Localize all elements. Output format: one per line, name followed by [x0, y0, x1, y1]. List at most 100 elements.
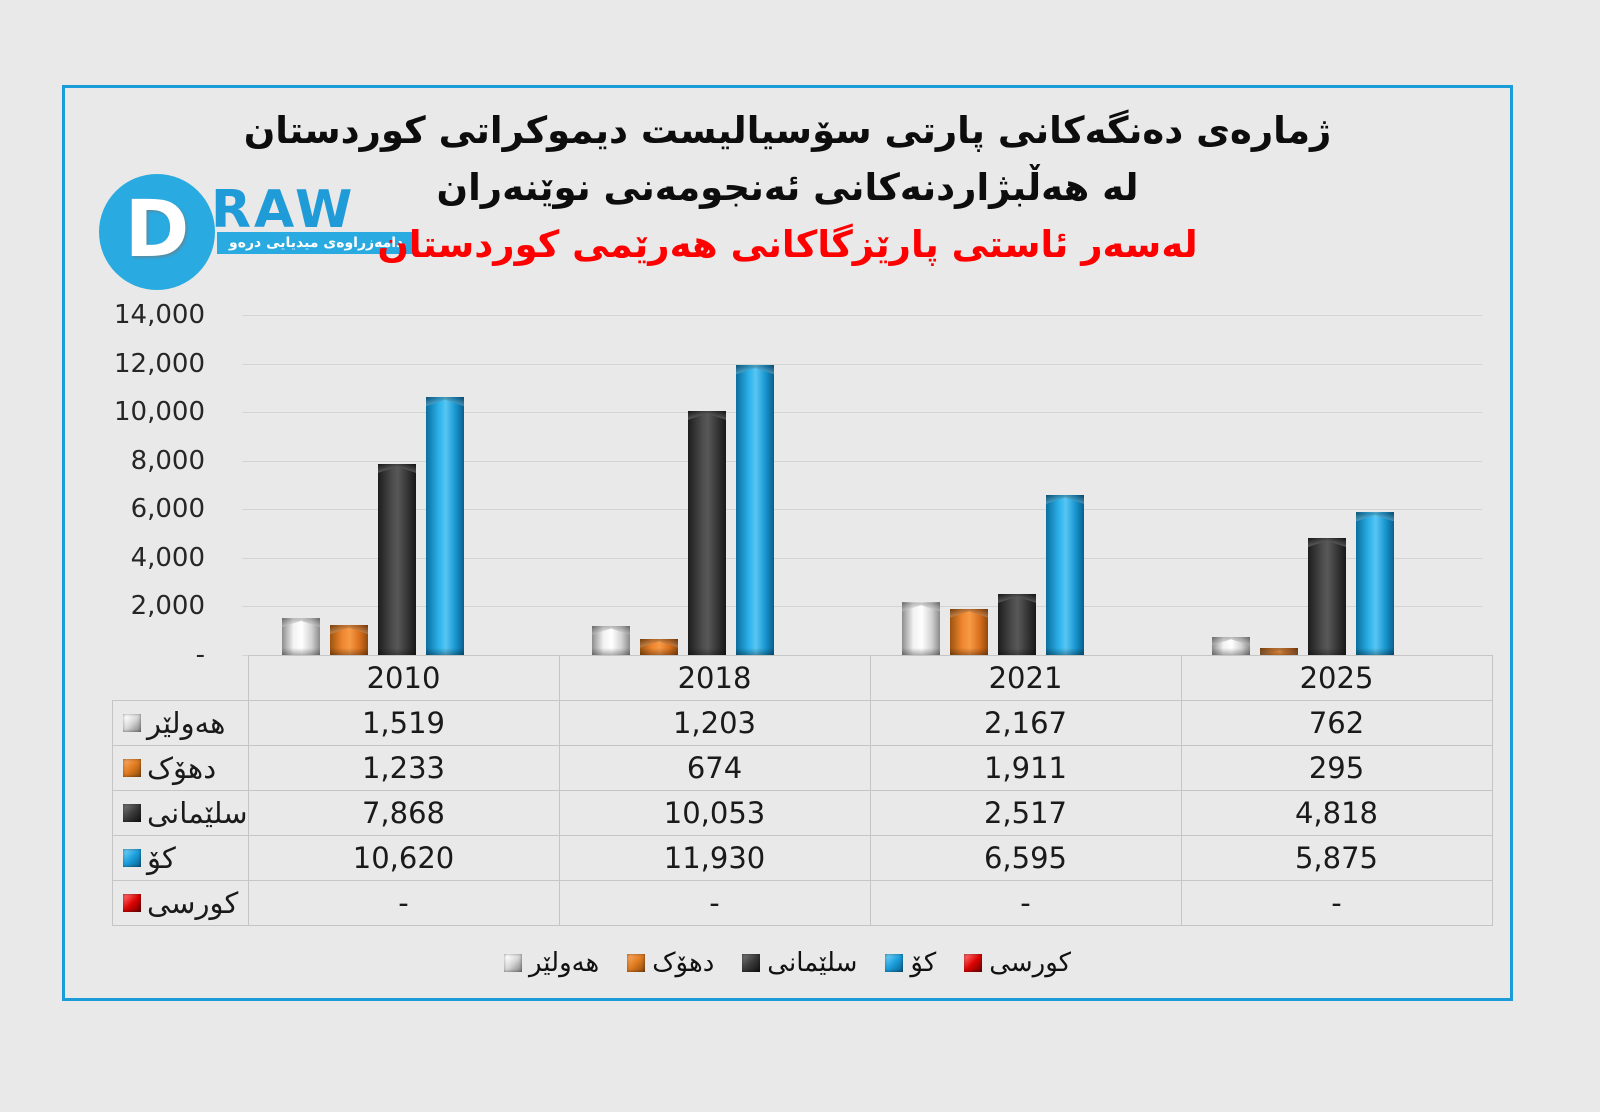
bar-دهۆک-2010 — [330, 625, 368, 655]
bar-group-2021 — [862, 315, 1172, 656]
legend-label: سلێمانی — [767, 948, 858, 978]
series-label: سلێمانی — [147, 796, 248, 830]
value-cell: - — [558, 880, 871, 926]
legend: هەولێر دهۆک سلێمانی کۆ کورسی — [65, 948, 1510, 978]
y-tick-label: 4,000 — [130, 542, 205, 573]
table-row: هەولێر 1,519 1,203 2,167 762 — [112, 700, 1493, 746]
table-row: دهۆک 1,233 674 1,911 295 — [112, 745, 1493, 791]
table-row: کۆ 10,620 11,930 6,595 5,875 — [112, 835, 1493, 881]
value-cell: 2,167 — [869, 700, 1182, 746]
legend-label: هەولێر — [528, 948, 600, 978]
series-label: دهۆک — [147, 751, 217, 785]
bar-هەولێر-2018 — [592, 625, 630, 656]
value-cell: 7,868 — [247, 790, 560, 836]
legend-key-icon — [627, 954, 646, 972]
series-label-cell: دهۆک — [112, 745, 249, 791]
y-tick-label: 2,000 — [130, 591, 205, 622]
value-cell: 2,517 — [869, 790, 1182, 836]
series-key-icon — [123, 759, 141, 777]
series-key-icon — [123, 849, 141, 867]
value-cell: - — [869, 880, 1182, 926]
value-cell: 674 — [558, 745, 871, 791]
bar-کۆ-2018 — [736, 365, 774, 655]
gridline — [242, 557, 1482, 559]
table-row: سلێمانی 7,868 10,053 2,517 4,818 — [112, 790, 1493, 836]
bar-سلێمانی-2025 — [1308, 538, 1346, 655]
y-tick-label: 6,000 — [130, 494, 205, 525]
bar-group-2010 — [242, 315, 552, 656]
y-axis: 14,000 12,000 10,000 8,000 6,000 4,000 2,000 - — [95, 300, 205, 670]
series-label: کۆ — [147, 841, 176, 875]
bar-group-2018 — [552, 315, 862, 656]
data-table-body: 2010 2018 2021 2025 هەولێر 1,519 1,203 2,167 762… — [112, 655, 1493, 926]
logo-brand-text: RAW — [211, 180, 356, 240]
legend-item-کۆ: کۆ — [885, 948, 936, 978]
series-label-cell: کۆ — [112, 835, 249, 881]
legend-key-icon — [885, 954, 904, 972]
gridline — [242, 315, 1482, 316]
value-cell: 10,620 — [247, 835, 560, 881]
y-tick-label: 14,000 — [114, 300, 205, 330]
value-cell: - — [1180, 880, 1493, 926]
bar-دهۆک-2018 — [640, 638, 678, 656]
bar-سلێمانی-2021 — [998, 593, 1036, 656]
value-cell: - — [247, 880, 560, 926]
value-cell: 5,875 — [1180, 835, 1493, 881]
table-corner-cell — [113, 656, 249, 701]
chart-subtitle-red: لەسەر ئاستی پارێزگاکانی هەرێمی کوردستان — [377, 223, 1198, 266]
chart-titles: ژمارەی دەنگەکانی پارتی سۆسیالیست دیموکرا… — [65, 102, 1510, 273]
year-header-cell: 2025 — [1180, 655, 1493, 701]
table-row: کورسی - - - - — [112, 880, 1493, 926]
chart-frame: D RAW دامەزراوەی میدیایی درەو ژمارەی دەن… — [62, 85, 1513, 1001]
series-key-icon — [123, 714, 141, 732]
legend-key-icon — [964, 954, 983, 972]
legend-key-icon — [503, 954, 522, 972]
series-label-wrap: کورسی — [113, 886, 248, 920]
gridline — [242, 606, 1482, 608]
y-tick-label: 10,000 — [114, 397, 205, 428]
value-cell: 295 — [1180, 745, 1493, 791]
bar-هەولێر-2010 — [282, 618, 320, 655]
bar-هەولێر-2021 — [902, 602, 940, 655]
legend-item-هەولێر: هەولێر — [503, 948, 600, 978]
chart-title-line-1: ژمارەی دەنگەکانی پارتی سۆسیالیست دیموکرا… — [243, 109, 1332, 152]
plot-area — [242, 315, 1482, 656]
bar-group-2025 — [1172, 315, 1482, 656]
bar-سلێمانی-2010 — [378, 463, 416, 656]
gridline — [242, 509, 1482, 511]
value-cell: 1,203 — [558, 700, 871, 746]
legend-item-کورسی: کورسی — [964, 948, 1071, 978]
logo-letter-d: D — [124, 185, 190, 275]
series-label-cell: سلێمانی — [112, 790, 249, 836]
table-header-row: 2010 2018 2021 2025 — [113, 655, 1493, 701]
logo-tagline: دامەزراوەی میدیایی درەو — [217, 232, 416, 254]
y-tick-label: - — [195, 640, 205, 670]
series-label-wrap: هەولێر — [113, 706, 248, 740]
bar-کۆ-2021 — [1046, 494, 1084, 656]
bar-دهۆک-2025 — [1260, 647, 1298, 656]
series-label-wrap: دهۆک — [113, 751, 248, 785]
bar-سلێمانی-2018 — [688, 410, 726, 656]
gridline — [242, 460, 1482, 462]
value-cell: 11,930 — [558, 835, 871, 881]
legend-label: کۆ — [910, 948, 937, 978]
series-label-wrap: سلێمانی — [113, 796, 248, 830]
value-cell: 1,911 — [869, 745, 1182, 791]
gridline — [242, 412, 1482, 414]
series-label-cell: کورسی — [112, 880, 249, 926]
bar-کۆ-2025 — [1356, 512, 1394, 655]
y-tick-label: 8,000 — [130, 445, 205, 476]
value-cell: 1,519 — [247, 700, 560, 746]
legend-label: کورسی — [989, 948, 1072, 978]
year-header-cell: 2010 — [247, 655, 560, 701]
legend-item-سلێمانی: سلێمانی — [742, 948, 857, 978]
bar-هەولێر-2025 — [1212, 636, 1250, 655]
series-label-wrap: کۆ — [113, 841, 248, 875]
series-label-cell: هەولێر — [112, 700, 249, 746]
y-tick-label: 12,000 — [114, 348, 205, 379]
series-label: هەولێر — [147, 706, 226, 740]
value-cell: 4,818 — [1180, 790, 1493, 836]
value-cell: 6,595 — [869, 835, 1182, 881]
series-key-icon — [123, 894, 141, 912]
